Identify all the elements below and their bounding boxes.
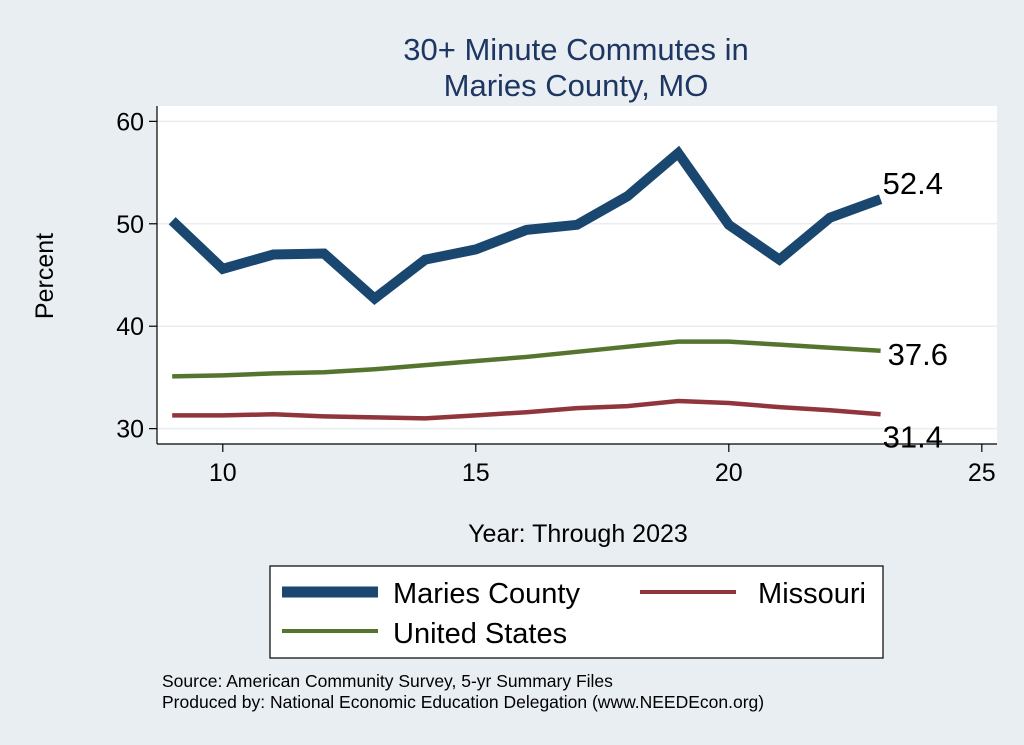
end-label-maries-county: 52.4 xyxy=(883,166,943,201)
legend-label-united-states: United States xyxy=(393,618,567,650)
x-tick-label-15: 15 xyxy=(462,459,490,487)
x-tick-label-10: 10 xyxy=(209,459,237,487)
series-line-missouri xyxy=(172,398,881,421)
legend-label-missouri: Missouri xyxy=(758,578,866,610)
y-tick-label-30: 30 xyxy=(116,416,144,444)
x-tick-label-20: 20 xyxy=(715,459,743,487)
y-tick-label-50: 50 xyxy=(116,211,144,239)
producer-note: Produced by: National Economic Education… xyxy=(162,692,764,712)
source-note: Source: American Community Survey, 5-yr … xyxy=(162,671,613,691)
legend-label-maries-county: Maries County xyxy=(393,578,580,610)
axis-ticks: 30 40 50 60 10 15 20 25 xyxy=(116,108,996,487)
chart-title-line-1: 30+ Minute Commutes in xyxy=(403,32,748,67)
x-axis-title: Year: Through 2023 xyxy=(468,520,688,548)
chart-title-line-2: Maries County, MO xyxy=(444,68,709,103)
series-lines xyxy=(168,145,883,421)
end-labels: 52.4 37.6 31.4 xyxy=(883,166,948,454)
series-line-united-states xyxy=(172,339,881,379)
x-tick-label-25: 25 xyxy=(968,459,996,487)
legend-box xyxy=(269,565,884,659)
end-label-united-states: 37.6 xyxy=(888,337,948,372)
end-label-missouri: 31.4 xyxy=(883,419,943,454)
y-tick-label-40: 40 xyxy=(116,313,144,341)
plot-area xyxy=(157,106,997,444)
y-tick-label-60: 60 xyxy=(116,108,144,136)
series-line-maries-county xyxy=(168,145,883,306)
y-axis-title: Percent xyxy=(31,233,59,319)
